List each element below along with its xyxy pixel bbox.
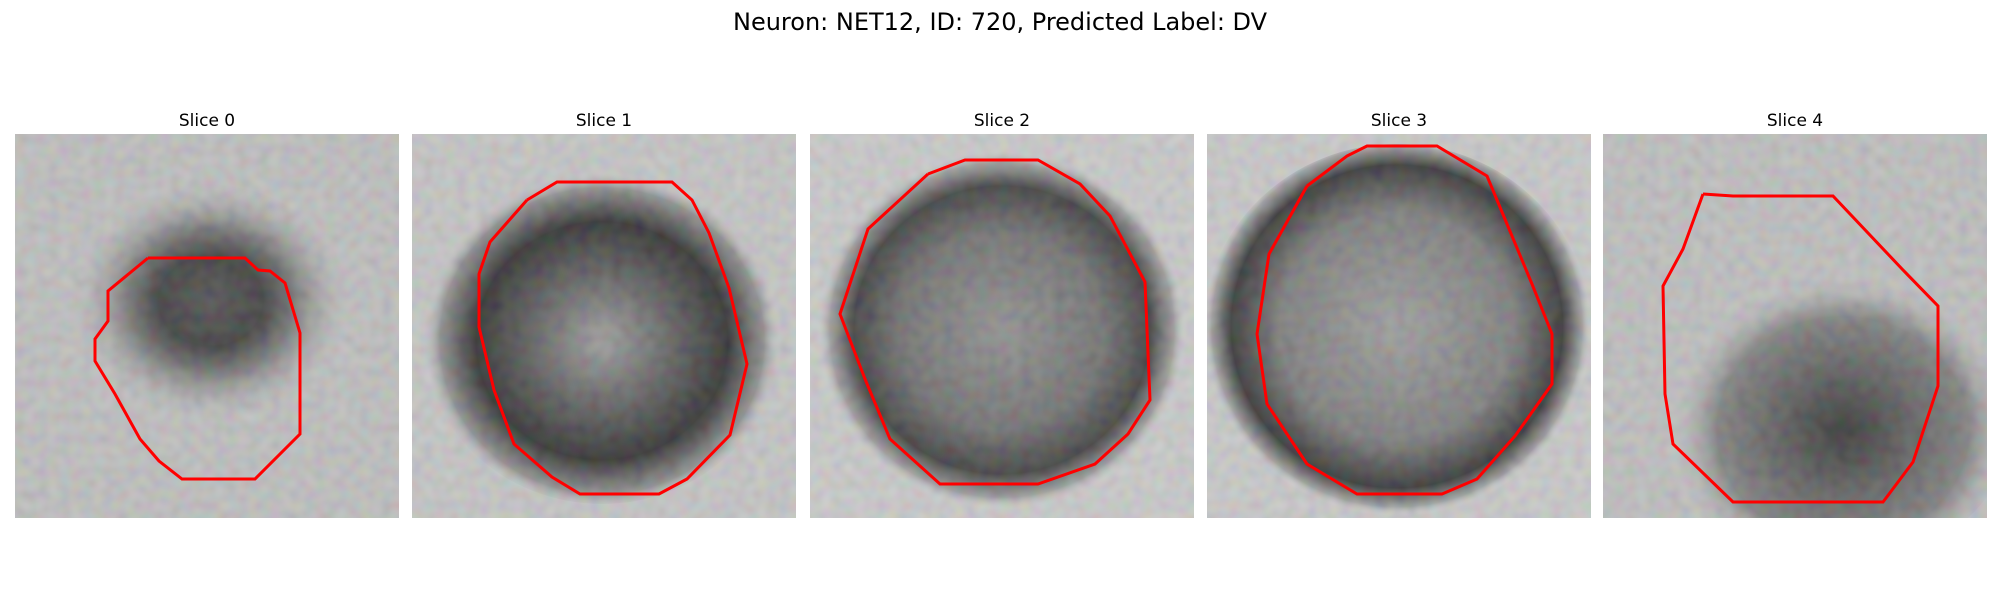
noise-texture [1603, 134, 1987, 518]
panel-title: Slice 0 [178, 111, 236, 131]
panel-title: Slice 1 [575, 111, 633, 131]
figure-title: Neuron: NET12, ID: 720, Predicted Label:… [732, 8, 1268, 36]
panel-slice-0: Slice 0 [15, 108, 399, 518]
slice-image [412, 134, 796, 518]
slice-image [15, 134, 399, 518]
segmentation-contour [1661, 192, 1940, 504]
segmentation-contour [1255, 144, 1554, 496]
noise-texture [412, 134, 796, 518]
segmentation-contour [838, 158, 1152, 486]
segmentation-contour [93, 256, 302, 481]
panel-title: Slice 3 [1370, 111, 1428, 131]
noise-texture [1207, 134, 1591, 518]
panel-slice-3: Slice 3 [1207, 108, 1591, 518]
slice-image [1207, 134, 1591, 518]
panel-title: Slice 4 [1766, 111, 1824, 131]
slice-image [1603, 134, 1987, 518]
segmentation-contour [477, 180, 749, 496]
noise-texture [15, 134, 399, 518]
noise-texture [810, 134, 1194, 518]
panel-title: Slice 2 [973, 111, 1031, 131]
slice-image [810, 134, 1194, 518]
panel-slice-1: Slice 1 [412, 108, 796, 518]
panel-slice-4: Slice 4 [1603, 108, 1987, 518]
panel-slice-2: Slice 2 [810, 108, 1194, 518]
